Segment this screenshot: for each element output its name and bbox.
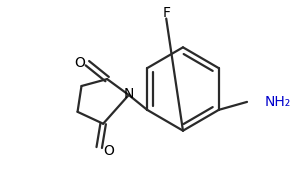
Text: F: F [162,6,170,20]
Text: O: O [104,144,114,158]
Text: N: N [124,87,134,101]
Text: NH₂: NH₂ [265,95,291,109]
Text: O: O [74,56,85,70]
